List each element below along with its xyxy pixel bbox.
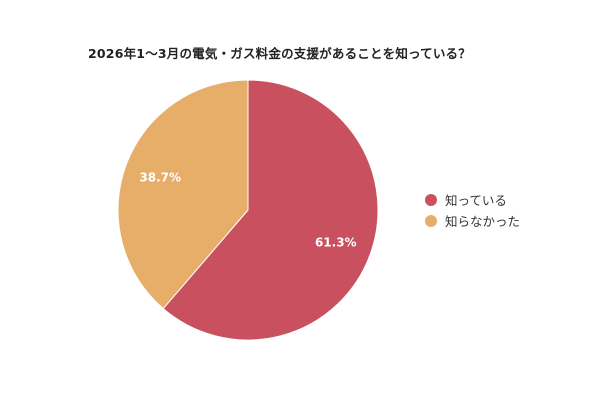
pie-slice-known[interactable] [162, 79, 379, 341]
chart-title: 2026年1～3月の電気・ガス料金の支援があることを知っている？ [88, 46, 471, 61]
legend-item-known[interactable]: 知っている [425, 189, 520, 210]
pie-slice-unknown[interactable] [117, 79, 249, 310]
legend-item-unknown[interactable]: 知らなかった [425, 210, 520, 231]
pie-label-known: 61.3% [315, 236, 357, 250]
legend-label-unknown: 知らなかった [445, 214, 521, 229]
legend-swatch-unknown [425, 214, 437, 227]
legend-swatch-known [425, 193, 437, 206]
legend-label-known: 知っている [445, 193, 507, 208]
pie-label-unknown: 38.7% [139, 170, 181, 184]
legend: 知っている 知らなかった [425, 189, 520, 231]
